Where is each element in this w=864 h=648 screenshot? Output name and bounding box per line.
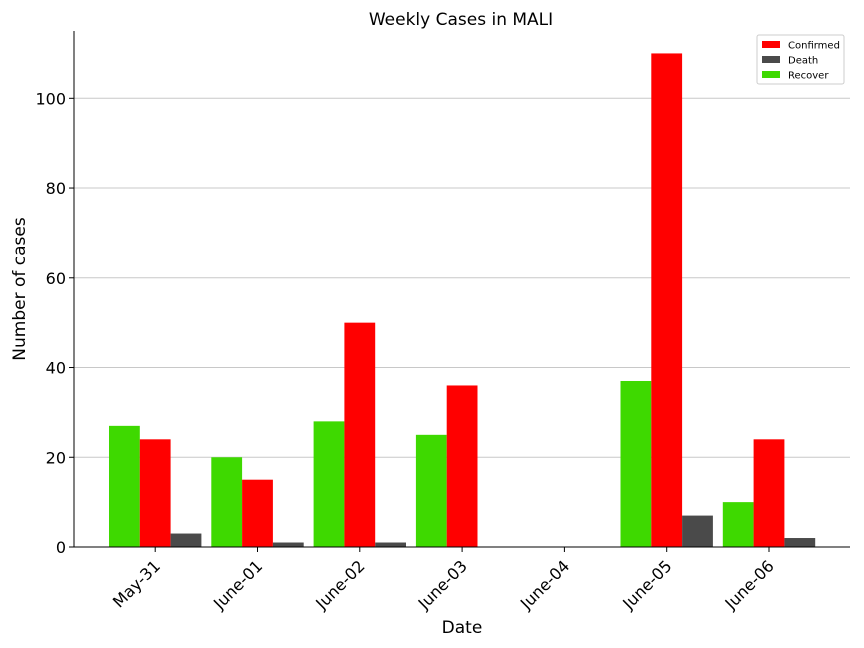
legend-swatch-death bbox=[762, 56, 780, 63]
bar-death-june-05 bbox=[682, 515, 713, 547]
bar-death-june-06 bbox=[784, 538, 816, 547]
x-tick-label: June-04 bbox=[516, 556, 573, 613]
x-tick-label: June-02 bbox=[311, 556, 368, 613]
x-tick-label: June-03 bbox=[414, 556, 471, 613]
y-tick-label: 20 bbox=[46, 448, 66, 467]
bar-recover-june-06 bbox=[722, 502, 754, 547]
x-tick-label: June-05 bbox=[618, 556, 675, 613]
chart-title: Weekly Cases in MALI bbox=[369, 10, 553, 30]
x-tick-label: May-31 bbox=[109, 556, 164, 611]
bar-confirmed-june-01 bbox=[242, 479, 273, 547]
legend-swatch-recover bbox=[762, 71, 780, 78]
bar-death-june-01 bbox=[272, 542, 304, 547]
y-ticks: 0 20 40 60 80 100 bbox=[35, 89, 74, 557]
bar-death-june-02 bbox=[375, 542, 406, 547]
bar-recover-june-02 bbox=[313, 421, 345, 547]
bar-confirmed-may-31 bbox=[139, 439, 171, 547]
bar-recover-june-03 bbox=[415, 434, 447, 547]
x-tick-label: June-01 bbox=[209, 556, 266, 613]
bar-recover-june-01 bbox=[211, 457, 243, 547]
y-tick-label: 40 bbox=[46, 359, 66, 378]
x-ticks: May-31 June-01 June-02 June-03 June-04 June-0… bbox=[109, 547, 778, 614]
legend-label-confirmed: Confirmed bbox=[788, 41, 840, 52]
x-tick-label: June-06 bbox=[721, 556, 778, 613]
bar-death-may-31 bbox=[170, 533, 202, 547]
legend: Confirmed Death Recover bbox=[756, 34, 845, 85]
y-axis-label: Number of cases bbox=[10, 217, 30, 361]
legend-swatch-confirmed bbox=[762, 41, 780, 48]
bar-confirmed-june-02 bbox=[344, 322, 376, 547]
bar-recover-may-31 bbox=[109, 425, 140, 547]
bar-confirmed-june-06 bbox=[753, 439, 785, 547]
legend-label-death: Death bbox=[788, 56, 818, 67]
y-tick-label: 0 bbox=[56, 538, 66, 557]
bar-recover-june-05 bbox=[620, 380, 652, 547]
legend-label-recover: Recover bbox=[788, 71, 829, 82]
y-tick-label: 60 bbox=[46, 269, 66, 288]
bar-confirmed-june-05 bbox=[651, 53, 683, 547]
bars bbox=[109, 53, 816, 547]
grid bbox=[74, 97, 850, 458]
y-tick-label: 80 bbox=[46, 179, 66, 198]
y-tick-label: 100 bbox=[35, 89, 66, 108]
x-axis-label: Date bbox=[442, 618, 483, 638]
bar-confirmed-june-03 bbox=[446, 385, 478, 547]
